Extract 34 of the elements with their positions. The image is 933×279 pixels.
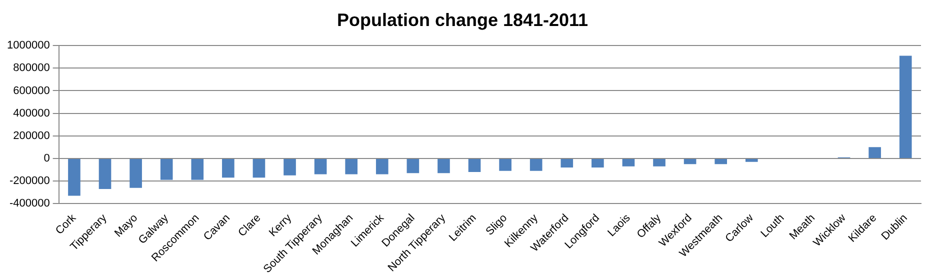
bar [560,158,574,168]
chart-title: Population change 1841-2011 [336,10,588,30]
y-tick-label: 200000 [13,130,50,142]
bar [252,158,266,178]
bar [530,158,542,171]
bar [98,158,112,189]
bar [499,158,512,171]
y-tick-label: 0 [44,152,50,164]
bar [592,158,604,168]
bar [68,158,80,196]
y-tick-label: 600000 [13,84,50,97]
bar [160,158,173,180]
bar [191,158,204,180]
y-tick-label: 400000 [13,107,50,120]
bar [345,158,358,174]
bar [376,158,388,174]
bar [468,158,481,172]
y-tick-label: -400000 [9,198,50,210]
bar [222,158,234,178]
bar [130,158,142,188]
bar [284,158,296,176]
y-tick-label: -200000 [9,175,50,188]
bar [438,158,450,174]
bar [899,56,912,158]
y-tick-label: 800000 [13,62,50,74]
bar [868,147,881,158]
bar [622,158,635,166]
bar [684,158,696,164]
y-tick-label: 1000000 [6,40,50,52]
bar [714,158,728,164]
bar [314,158,327,174]
bar [406,158,420,174]
bar [653,158,666,166]
bar [745,158,758,162]
